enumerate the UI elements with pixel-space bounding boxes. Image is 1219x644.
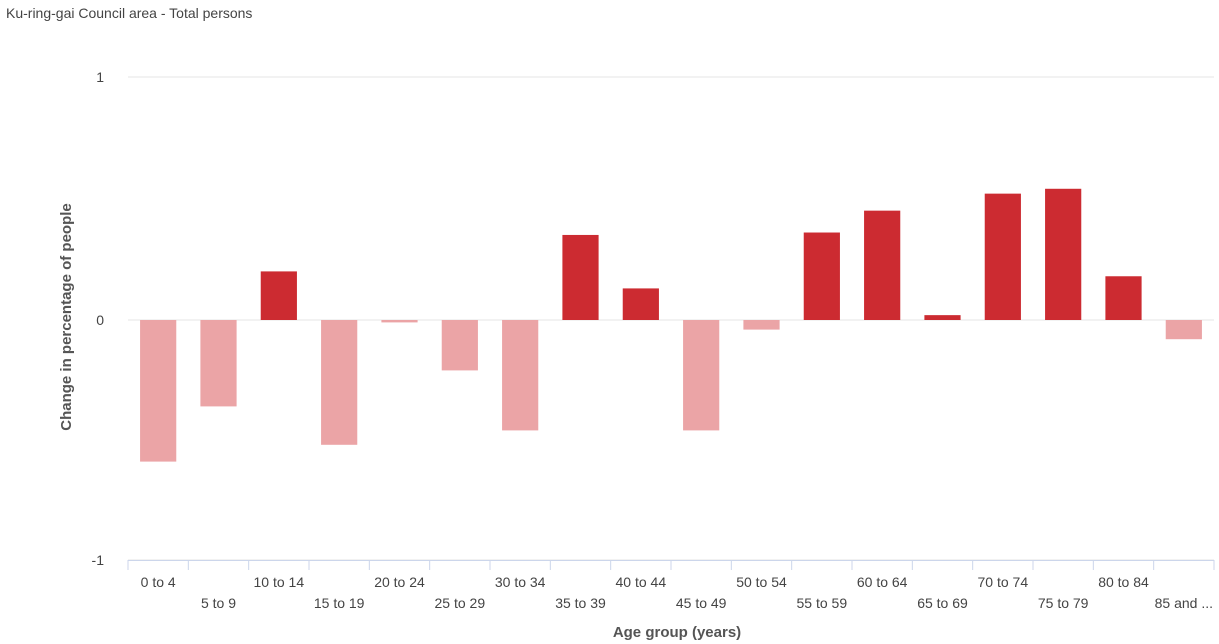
bar	[321, 320, 358, 445]
x-tick-label: 75 to 79	[1038, 595, 1089, 611]
bar	[743, 320, 780, 330]
x-axis-title: Age group (years)	[613, 624, 741, 641]
x-tick-label: 40 to 44	[616, 574, 667, 590]
y-tick-label: -1	[92, 552, 105, 568]
chart-title: Ku-ring-gai Council area - Total persons	[6, 5, 253, 21]
x-tick-label: 45 to 49	[676, 595, 727, 611]
x-axis: 0 to 4 5 to 9 10 to 14 15 to 19 20 to 24 25 t…	[127, 560, 1215, 611]
bar	[803, 232, 840, 320]
bar	[140, 320, 177, 462]
bar	[562, 234, 599, 320]
bar	[924, 315, 961, 320]
x-tick-label: 10 to 14	[254, 574, 305, 590]
y-tick-label: 1	[96, 69, 104, 85]
y-axis-title: Change in percentage of people	[58, 203, 75, 431]
x-tick-label: 80 to 84	[1098, 574, 1149, 590]
x-tick-label: 5 to 9	[201, 595, 236, 611]
x-tick-label: 20 to 24	[374, 574, 425, 590]
bar	[441, 320, 478, 371]
x-tick-label: 70 to 74	[978, 574, 1029, 590]
bar	[683, 320, 720, 431]
x-tick-label: 85 and ...	[1155, 595, 1213, 611]
x-tick-label: 50 to 54	[736, 574, 787, 590]
bar	[502, 320, 539, 431]
bar	[260, 271, 297, 320]
bar	[1105, 276, 1142, 320]
bar	[381, 320, 418, 323]
x-tick-label: 65 to 69	[917, 595, 968, 611]
y-axis: 1 0 -1	[92, 69, 105, 568]
bar	[622, 288, 659, 320]
x-tick-label: 30 to 34	[495, 574, 546, 590]
x-tick-label: 15 to 19	[314, 595, 365, 611]
bar	[864, 210, 901, 320]
x-tick-label: 0 to 4	[141, 574, 176, 590]
x-tick-label: 25 to 29	[435, 595, 486, 611]
bar	[200, 320, 237, 407]
bar	[1165, 320, 1202, 340]
x-tick-label: 35 to 39	[555, 595, 606, 611]
bar	[984, 193, 1021, 320]
y-tick-label: 0	[96, 312, 104, 328]
x-tick-label: 60 to 64	[857, 574, 908, 590]
bar	[1045, 188, 1082, 320]
bars	[140, 188, 1202, 462]
x-tick-label: 55 to 59	[797, 595, 848, 611]
